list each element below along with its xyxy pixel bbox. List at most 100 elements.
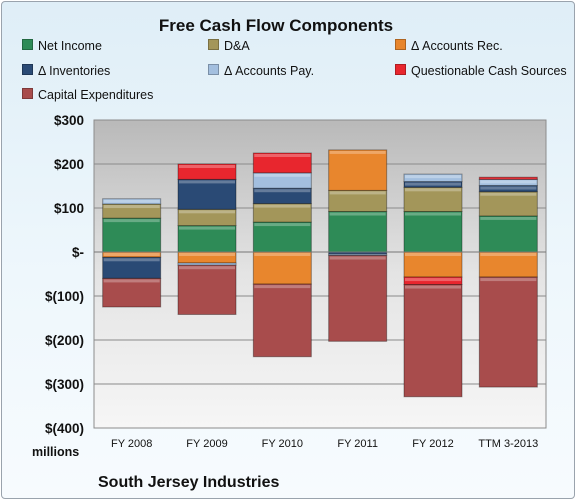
x-tick-label: FY 2009: [186, 438, 227, 450]
legend-item: D&A: [208, 39, 250, 53]
y-tick-label: $300: [54, 113, 84, 128]
bar-highlight: [254, 253, 311, 256]
legend-swatch: [22, 88, 33, 99]
bar-highlight: [103, 279, 160, 283]
bar-highlight: [179, 210, 235, 214]
bar-segment: [177, 264, 237, 315]
y-tick-label: $(400): [45, 421, 84, 436]
bar-segment: [403, 251, 463, 278]
bar-segment: [102, 217, 162, 253]
bar-segment: [403, 211, 463, 253]
bar-segment: [177, 163, 237, 180]
bar-segment: [478, 176, 538, 180]
legend-label: Δ Accounts Rec.: [411, 39, 503, 53]
legend-swatch: [208, 39, 219, 50]
legend-label: Capital Expenditures: [38, 88, 154, 102]
bar-highlight: [405, 285, 461, 289]
bar-highlight: [480, 192, 537, 196]
bar-segment: [102, 277, 162, 308]
legend-swatch: [208, 64, 219, 75]
y-tick-label: $(300): [45, 377, 84, 392]
bar-highlight: [480, 253, 537, 256]
y-tick-label: $-: [72, 245, 84, 260]
bar-segment: [102, 198, 162, 205]
bar-highlight: [329, 150, 386, 154]
plot-background: [93, 119, 547, 429]
bar-highlight: [103, 253, 160, 256]
legend-label: Δ Accounts Pay.: [224, 64, 315, 78]
bar-highlight: [405, 253, 461, 256]
legend-label: Net Income: [38, 39, 102, 53]
bar-segment: [252, 283, 312, 358]
bar-highlight: [254, 204, 311, 208]
bar-highlight: [179, 253, 235, 256]
bar-highlight: [405, 188, 461, 192]
bar-highlight: [480, 180, 537, 184]
chart-title: Free Cash Flow Components: [158, 16, 394, 35]
bar-highlight: [103, 205, 160, 209]
bar-segment: [403, 173, 463, 183]
bar-highlight: [405, 212, 461, 216]
bar-highlight: [329, 256, 386, 260]
bar-highlight: [254, 189, 311, 193]
bar-segment: [177, 208, 237, 227]
legend-label: Questionable Cash Sources: [411, 64, 567, 78]
legend-item: Questionable Cash Sources: [395, 64, 567, 78]
x-tick-label: TTM 3-2013: [478, 438, 538, 450]
y-tick-label: $100: [54, 201, 84, 216]
bar-highlight: [179, 226, 235, 230]
bar-segment: [403, 284, 463, 398]
bar-highlight: [480, 186, 537, 190]
legend-item: Δ Accounts Pay.: [208, 64, 314, 78]
legend-item: Net Income: [22, 39, 102, 53]
bar-segment: [252, 251, 312, 285]
bar-segment: [177, 178, 237, 210]
legend-swatch: [395, 64, 406, 75]
legend-swatch: [22, 39, 33, 50]
bar-highlight: [480, 278, 537, 282]
bar-segment: [328, 149, 388, 191]
bar-segment: [252, 152, 312, 174]
bar-segment: [478, 276, 538, 388]
legend-label: D&A: [224, 39, 250, 53]
y-tick-label: $(100): [45, 289, 84, 304]
bar-highlight: [254, 173, 311, 177]
bar-segment: [328, 255, 388, 342]
x-tick-label: FY 2011: [337, 438, 378, 450]
bar-segment: [252, 221, 312, 253]
bar-highlight: [405, 182, 461, 186]
x-tick-label: FY 2008: [111, 438, 152, 450]
bar-segment: [252, 203, 312, 223]
bar-highlight: [254, 285, 311, 289]
legend-item: Δ Inventories: [22, 64, 110, 78]
legend-swatch: [22, 64, 33, 75]
legend-item: Δ Accounts Rec.: [395, 39, 503, 53]
x-tick-label: FY 2012: [412, 438, 453, 450]
bar-highlight: [254, 154, 311, 157]
bar-segment: [328, 211, 388, 253]
company-name: South Jersey Industries: [98, 474, 280, 491]
bar-highlight: [103, 219, 160, 223]
bar-segment: [478, 215, 538, 253]
bar-highlight: [254, 223, 311, 227]
bar-highlight: [405, 278, 461, 282]
x-tick-label: FY 2010: [262, 438, 303, 450]
y-tick-label: $200: [54, 157, 84, 172]
y-tick-label: $(200): [45, 333, 84, 348]
bar-highlight: [329, 191, 386, 195]
bar-highlight: [179, 266, 235, 270]
bar-highlight: [103, 199, 160, 203]
bar-segment: [478, 251, 538, 278]
bar-highlight: [179, 180, 235, 184]
units-label: millions: [32, 445, 80, 459]
legend-item: Capital Expenditures: [22, 88, 153, 102]
bar-highlight: [480, 216, 537, 220]
bar-highlight: [329, 212, 386, 216]
bar-segment: [403, 186, 463, 213]
legend-label: Δ Inventories: [38, 64, 111, 78]
bar-segment: [403, 181, 463, 188]
bar-highlight: [103, 258, 160, 262]
legend-swatch: [395, 39, 406, 50]
